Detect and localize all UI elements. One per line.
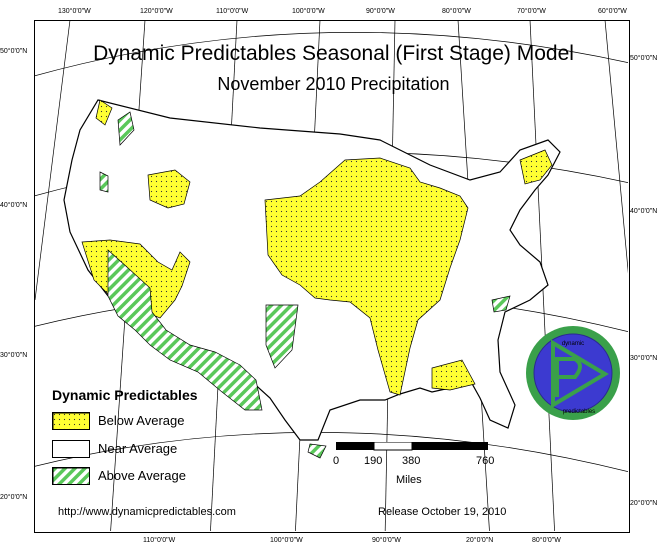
scale-tick-760: 760 <box>476 455 495 467</box>
below-average-region-central <box>264 157 469 396</box>
footer-url[interactable]: http://www.dynamicpredictables.com <box>58 506 236 518</box>
below-average-region-ne <box>519 149 553 185</box>
below-average-region-gulf <box>431 359 476 391</box>
tick-bottom-20n: 20°0'0"N <box>466 537 494 544</box>
legend-label-above: Above Average <box>98 468 186 483</box>
tick-right-20n: 20°0'0"N <box>630 500 658 507</box>
logo-top-text: dynamic <box>562 341 584 347</box>
scale-bar <box>336 442 488 451</box>
above-average-region-texas <box>265 304 299 369</box>
tick-top-120w: 120°0'0"W <box>140 8 173 15</box>
above-average-region-southwest <box>107 249 263 411</box>
tick-bottom-100w: 100°0'0"W <box>270 537 303 544</box>
above-average-region-pnw <box>117 111 135 146</box>
legend-swatch-below <box>52 412 90 430</box>
logo-bottom-text: predictables <box>563 409 595 415</box>
legend-swatch-above <box>52 467 90 485</box>
tick-top-130w: 130°0'0"W <box>58 8 91 15</box>
tick-top-110w: 110°0'0"W <box>216 8 249 15</box>
tick-right-50n: 50°0'0"N <box>630 55 658 62</box>
scale-tick-380: 380 <box>402 455 421 467</box>
us-map <box>63 99 561 459</box>
below-average-region-nw <box>95 99 113 126</box>
tick-bottom-80w: 80°0'0"W <box>532 537 561 544</box>
scale-tick-190: 190 <box>364 455 383 467</box>
legend-swatch-near <box>52 440 90 458</box>
scale-tick-0: 0 <box>333 455 340 467</box>
above-average-region-appalachia <box>491 295 511 313</box>
tick-left-40n: 40°0'0"N <box>0 202 28 209</box>
tick-left-50n: 50°0'0"N <box>0 48 28 55</box>
tick-left-30n: 30°0'0"N <box>0 352 28 359</box>
map-title: Dynamic Predictables Seasonal (First Sta… <box>93 42 574 65</box>
tick-bottom-90w: 90°0'0"W <box>372 537 401 544</box>
tick-top-100w: 100°0'0"W <box>292 8 325 15</box>
legend-label-near: Near Average <box>98 441 178 456</box>
above-average-region-nw-coast <box>99 171 109 193</box>
tick-bottom-110w: 110°0'0"W <box>143 537 176 544</box>
tick-top-90w: 90°0'0"W <box>366 8 395 15</box>
below-average-region-great-basin <box>147 169 191 209</box>
footer-release: Release October 19, 2010 <box>378 506 507 518</box>
scale-unit: Miles <box>396 474 422 486</box>
legend-title: Dynamic Predictables <box>52 387 198 403</box>
map-subtitle: November 2010 Precipitation <box>217 74 450 94</box>
dynamic-predictables-logo: dynamic predictables <box>526 326 620 420</box>
tick-left-20n: 20°0'0"N <box>0 494 28 501</box>
tick-top-80w: 80°0'0"W <box>442 8 471 15</box>
tick-top-70w: 70°0'0"W <box>517 8 546 15</box>
tick-right-40n: 40°0'0"N <box>630 208 658 215</box>
tick-right-30n: 30°0'0"N <box>630 355 658 362</box>
tick-top-60w: 60°0'0"W <box>598 8 627 15</box>
legend-label-below: Below Average <box>98 413 185 428</box>
above-average-region-tip <box>307 443 327 459</box>
